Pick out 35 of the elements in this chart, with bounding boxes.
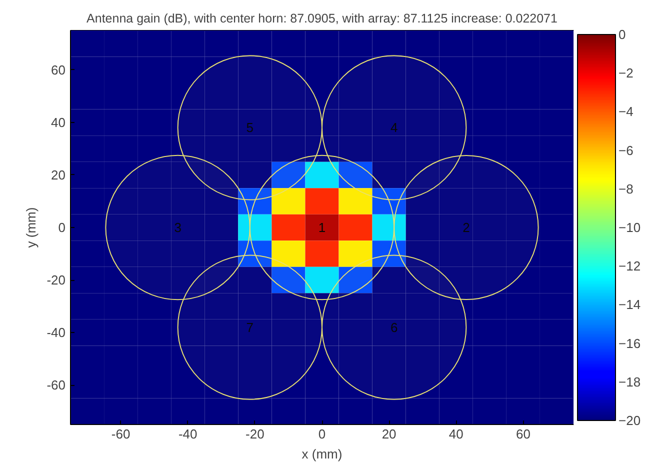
x-tick-label: 40	[448, 426, 464, 442]
color-bar-label: −8	[618, 181, 634, 196]
y-tick-label: -60	[46, 378, 66, 393]
annotation: 5	[246, 120, 254, 136]
color-bar-label: −2	[618, 66, 634, 81]
color-bar-label: −10	[618, 220, 641, 235]
annotation: 7	[246, 320, 254, 335]
color-bar-label: −4	[618, 104, 634, 120]
annotation: 2	[462, 220, 470, 235]
color-bar-label: −12	[618, 258, 641, 274]
annotation: 6	[390, 320, 398, 335]
annotation: 1	[318, 220, 326, 235]
x-tick-label: 20	[382, 426, 396, 442]
y-tick-label: -20	[46, 272, 66, 288]
y-tick-label: 40	[51, 114, 66, 130]
x-tick-label: -20	[246, 426, 264, 442]
x-tick-label: 0	[318, 426, 326, 442]
x-tick-label: -40	[178, 426, 198, 442]
color-bar-label: 0	[618, 27, 626, 42]
y-tick-label: 60	[51, 62, 66, 78]
color-bar-label: −6	[618, 142, 634, 158]
x-axis-title: x (mm)	[302, 446, 342, 462]
color-bar-label: −20	[618, 413, 641, 428]
chart-title: Antenna gain (dB), with center horn: 87.0905, with array: 87.1125 increase: 0.022071	[86, 12, 558, 26]
y-axis-title: y (mm)	[24, 207, 39, 248]
x-tick-label: 60	[516, 426, 530, 442]
color-bar-label: −16	[618, 336, 641, 351]
y-tick-label: -40	[46, 325, 66, 340]
color-bar-label: −14	[618, 297, 641, 312]
x-tick-label: -60	[111, 426, 130, 442]
annotation: 3	[174, 220, 182, 235]
color-bar-label: −18	[618, 374, 641, 390]
y-tick-label: 0	[58, 220, 66, 235]
y-tick-label: 20	[51, 167, 66, 182]
annotation: 4	[390, 120, 398, 136]
